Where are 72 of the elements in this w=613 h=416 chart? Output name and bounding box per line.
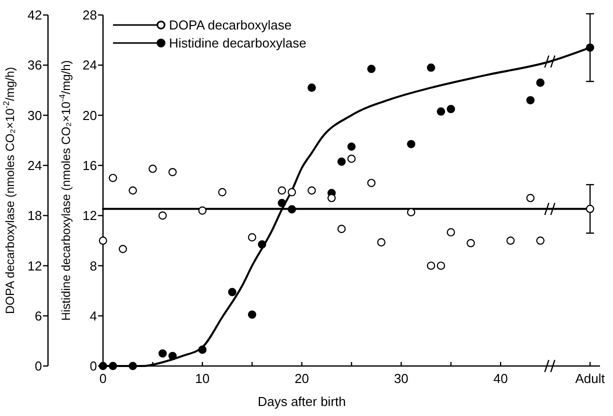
x-tick-label: 0: [99, 371, 107, 386]
y-tick-label: 0: [90, 358, 97, 374]
point: [228, 288, 236, 296]
point: [108, 362, 118, 370]
point: [158, 349, 167, 358]
point: [148, 164, 157, 173]
point: [466, 239, 475, 248]
point: [288, 188, 296, 196]
point: [258, 240, 266, 249]
point: [288, 205, 296, 214]
y2-tick-label: 36: [28, 58, 42, 73]
point: [506, 236, 515, 245]
point: [308, 186, 316, 195]
point: [536, 78, 545, 87]
y2-tick-label: 18: [28, 208, 42, 224]
point: [337, 158, 346, 166]
point: [248, 310, 256, 319]
y-tick-label: 24: [82, 58, 97, 73]
point: [248, 233, 256, 242]
point: [406, 140, 416, 148]
x-axis-title: Days after birth: [258, 394, 346, 409]
legend-label: DOPA decarboxylase: [169, 18, 292, 33]
point: [367, 178, 376, 188]
point: [278, 198, 286, 208]
point: [436, 262, 446, 270]
y2-tick-label: 0: [34, 358, 42, 374]
y2-tick-label: 30: [28, 108, 42, 123]
point: [108, 174, 118, 182]
point: [218, 188, 226, 196]
point: [446, 228, 456, 236]
point: [128, 186, 137, 195]
point: [347, 142, 356, 151]
point: [158, 211, 167, 220]
y-tick-label: 12: [82, 208, 97, 224]
point: [278, 186, 286, 195]
point: [98, 236, 108, 245]
point: [526, 96, 535, 104]
point: [308, 84, 316, 92]
y-tick-label: 16: [82, 158, 97, 173]
x-tick-label: 40: [493, 371, 508, 386]
y2-tick-label: 24: [28, 158, 42, 173]
point: [526, 194, 535, 202]
x-tick-label: 20: [294, 371, 310, 386]
y2-tick-label: 12: [28, 258, 42, 274]
legend-label: Histidine decarboxylase: [169, 36, 306, 51]
point: [536, 236, 545, 245]
point: [586, 204, 594, 214]
point: [128, 362, 137, 370]
point: [436, 107, 446, 116]
y2-tick-label: 42: [28, 8, 42, 23]
point: [198, 346, 207, 354]
y-tick-label: 4: [90, 308, 97, 324]
point: [426, 64, 436, 72]
point: [377, 238, 386, 246]
point: [426, 262, 436, 270]
point: [406, 208, 416, 216]
point: [118, 244, 128, 254]
point: [367, 64, 376, 74]
point: [347, 154, 356, 163]
y2-tick-label: 6: [34, 308, 42, 324]
y-tick-label: 28: [82, 8, 97, 23]
point: [168, 352, 177, 360]
point: [198, 206, 207, 215]
point: [337, 224, 346, 234]
point: [446, 104, 456, 114]
x-tick-label: 30: [394, 371, 408, 386]
y-tick-label: 8: [90, 258, 97, 274]
x-tick-label: 10: [195, 371, 210, 386]
y-tick-label: 20: [82, 108, 97, 123]
point: [586, 43, 594, 52]
x-tick-label: Adult: [575, 371, 606, 386]
point: [168, 168, 177, 176]
